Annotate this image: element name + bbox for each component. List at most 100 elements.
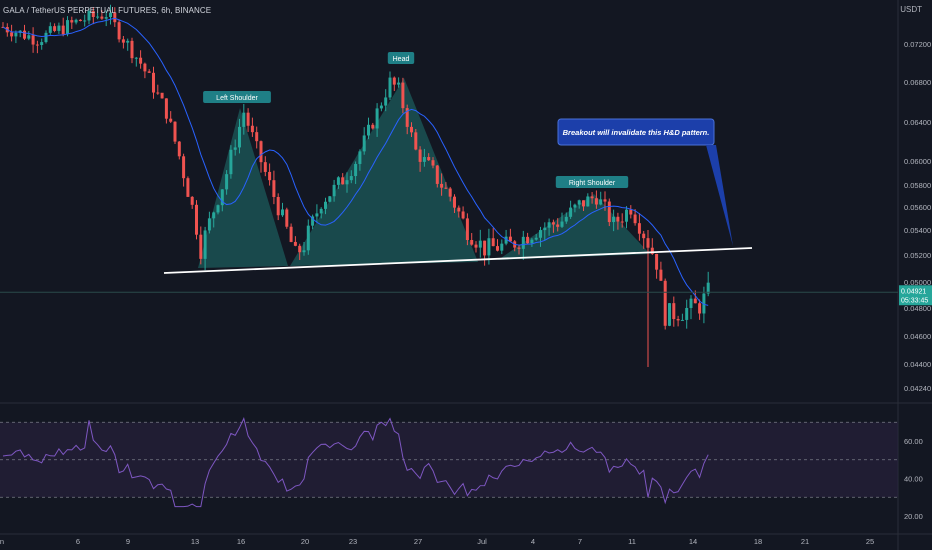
- right-shoulder-label-bg: [555, 176, 629, 188]
- candle-body: [603, 199, 607, 202]
- candle-body: [590, 196, 594, 199]
- candle-body: [427, 157, 431, 161]
- candle-body: [616, 216, 620, 222]
- candle-body: [74, 19, 78, 23]
- rsi-line: [2, 417, 709, 508]
- candle-body: [177, 141, 181, 157]
- candle-body: [61, 25, 65, 35]
- candle-body: [203, 230, 207, 259]
- candle-body: [573, 204, 577, 208]
- candle-body: [422, 157, 426, 162]
- candle-body: [453, 196, 456, 208]
- callout-box: [557, 118, 715, 146]
- candle-body: [470, 239, 474, 245]
- candle-body: [659, 269, 663, 281]
- y-tick-label: 0.06000: [904, 157, 931, 166]
- candle-body: [289, 226, 293, 242]
- candle-body: [186, 178, 190, 197]
- candle-body: [121, 39, 125, 43]
- candle-body: [599, 199, 603, 205]
- candle-body: [702, 293, 706, 314]
- candle-body: [336, 177, 340, 185]
- x-tick-label: 21: [801, 537, 809, 546]
- candle-body: [285, 209, 289, 227]
- candle-body: [362, 135, 366, 152]
- candle-body: [358, 151, 362, 164]
- x-tick-label: 13: [191, 537, 199, 546]
- x-tick-label: 27: [414, 537, 422, 546]
- candle-body: [91, 11, 95, 17]
- candle-body: [457, 207, 461, 212]
- x-tick-label: 25: [866, 537, 874, 546]
- candle-body: [10, 32, 14, 37]
- candle-body: [23, 30, 26, 39]
- candle-body: [685, 307, 689, 320]
- candle-body: [517, 247, 521, 249]
- candle-body: [328, 196, 332, 202]
- candle-body: [414, 132, 418, 150]
- candle-body: [444, 187, 448, 189]
- callout-text: Breakout will invalidate this H&D patter…: [563, 128, 710, 137]
- candle-body: [397, 82, 401, 85]
- symbol-title: GALA / TetherUS PERPETUAL FUTURES, 6h, B…: [3, 6, 212, 15]
- candle-body: [354, 163, 358, 177]
- candle-body: [134, 57, 138, 59]
- price-badge-value: 0.04921: [901, 288, 926, 295]
- candle-body: [156, 92, 160, 94]
- candle-body: [35, 44, 39, 46]
- candle-body: [220, 189, 224, 206]
- y-tick-label: 0.05600: [904, 203, 931, 212]
- candle-body: [276, 196, 280, 216]
- candle-body: [405, 108, 409, 127]
- candle-body: [371, 124, 375, 129]
- candle-body: [233, 147, 237, 150]
- candle-body: [487, 238, 491, 256]
- candle-body: [375, 108, 379, 129]
- candle-body: [698, 303, 702, 314]
- candle-body: [78, 19, 82, 22]
- candle-body: [478, 240, 482, 248]
- candle-body: [560, 221, 564, 227]
- price-badge-countdown: 05:33:45: [901, 297, 928, 304]
- candle-body: [474, 244, 478, 248]
- candle-body: [229, 149, 233, 175]
- candle-body: [100, 16, 104, 19]
- candle-body: [298, 245, 302, 253]
- candle-body: [104, 17, 108, 19]
- candle-body: [14, 32, 18, 37]
- candle-body: [263, 162, 267, 172]
- candle-body: [440, 183, 444, 188]
- y-tick-label: 0.05400: [904, 226, 931, 235]
- x-tick-label: 11: [628, 537, 636, 546]
- x-tick-label: 9: [126, 537, 130, 546]
- candle-body: [66, 20, 69, 35]
- candle-body: [147, 71, 151, 73]
- currency-label: USDT: [900, 5, 922, 14]
- candle-body: [607, 201, 611, 223]
- x-tick-label: 20: [301, 537, 309, 546]
- candle-body: [272, 180, 276, 197]
- candle-body: [508, 236, 512, 242]
- y-tick-label: 0.04800: [904, 304, 931, 313]
- candle-body: [637, 223, 641, 234]
- y-tick-label: 0.04240: [904, 384, 931, 393]
- candle-body: [40, 42, 44, 46]
- candle-body: [401, 82, 405, 109]
- y-tick-label: 0.04600: [904, 332, 931, 341]
- candle-body: [57, 25, 61, 31]
- rsi-tick-label: 20.00: [904, 512, 923, 521]
- candle-body: [526, 236, 530, 244]
- candle-body: [612, 216, 616, 223]
- y-tick-label: 0.07200: [904, 40, 931, 49]
- candle-body: [689, 298, 693, 308]
- candle-body: [483, 240, 487, 256]
- candle-body: [160, 92, 164, 99]
- candle-body: [212, 212, 216, 219]
- candle-body: [534, 237, 538, 240]
- candle-body: [431, 160, 435, 166]
- candle-body: [27, 35, 31, 39]
- y-tick-label: 0.05000: [904, 278, 931, 287]
- candle-body: [345, 180, 349, 185]
